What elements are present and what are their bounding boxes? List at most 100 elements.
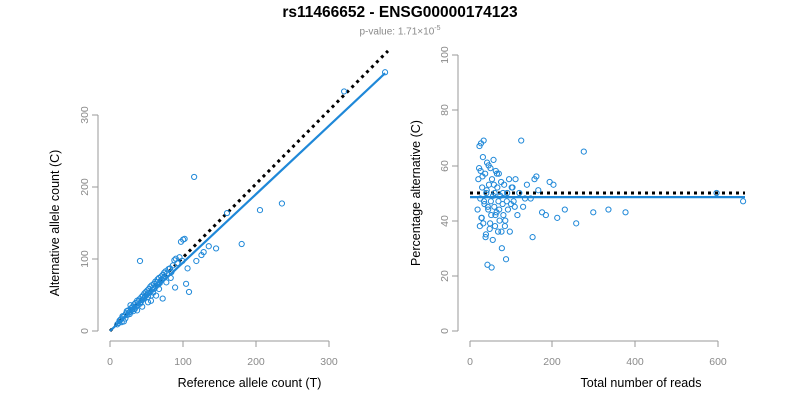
data-point (483, 189, 490, 197)
data-point (580, 148, 587, 155)
data-point (480, 220, 487, 227)
x-tick-label: 200 (247, 356, 265, 368)
data-point (622, 209, 629, 216)
data-point (136, 257, 144, 265)
data-point (159, 295, 166, 302)
data-point (131, 305, 138, 312)
data-point (474, 206, 481, 213)
data-point (542, 211, 549, 219)
p-value-text: p-value: 1.71×10 (359, 26, 435, 38)
data-point (482, 234, 489, 241)
data-point (713, 189, 720, 197)
data-point (193, 257, 200, 265)
data-point (174, 260, 181, 267)
data-point (495, 170, 502, 177)
x-tick-label: 300 (320, 356, 338, 368)
data-point (182, 280, 190, 287)
data-point (185, 288, 193, 296)
chart-title: rs11466652 - ENSG00000174123 (282, 4, 518, 21)
data-point (495, 198, 502, 205)
data-point (256, 207, 264, 214)
y-axis-title: Percentage alternative (C) (409, 120, 423, 266)
chart-panel-1: 0 100 200 300 0 100 200 300 Reference allele cou… (48, 49, 390, 390)
x-tick-label: 400 (626, 356, 644, 368)
data-point (172, 284, 179, 291)
y-tick-label: 80 (439, 104, 451, 116)
data-point (475, 176, 482, 183)
data-point (494, 228, 502, 235)
data-point (490, 156, 497, 163)
data-point (127, 302, 134, 309)
data-point (492, 211, 499, 219)
data-point (144, 299, 152, 306)
data-point (147, 297, 155, 304)
data-point (484, 203, 491, 210)
data-point (238, 240, 245, 248)
p-value-exponent: -5 (434, 25, 441, 32)
data-point (488, 264, 495, 271)
data-point (501, 223, 508, 230)
data-point (554, 214, 561, 221)
data-point (485, 162, 492, 169)
data-point (487, 198, 494, 205)
data-point (504, 206, 512, 213)
x-axis-title: Total number of reads (581, 376, 702, 390)
fit-line (109, 72, 386, 332)
data-point (523, 181, 530, 188)
data-point (502, 256, 510, 263)
data-point (520, 203, 527, 210)
data-point (509, 184, 516, 191)
data-point (152, 292, 160, 299)
data-point (479, 184, 486, 191)
data-point (499, 200, 506, 208)
data-point (496, 206, 503, 213)
data-point (205, 243, 212, 250)
data-point (516, 189, 523, 197)
data-point (491, 203, 498, 210)
data-point (535, 187, 542, 194)
data-point (533, 173, 540, 180)
data-point (482, 231, 490, 238)
data-point (489, 236, 496, 244)
data-point (212, 245, 220, 252)
data-point (381, 69, 389, 76)
data-point (184, 265, 191, 272)
data-point (477, 140, 485, 147)
y-axis-title: Alternative allele count (C) (48, 150, 62, 297)
data-point (163, 279, 170, 286)
data-point (504, 189, 511, 197)
data-point (740, 198, 747, 205)
data-point (511, 203, 518, 210)
y-tick-label: 100 (79, 250, 91, 268)
data-point (550, 181, 557, 188)
data-point (500, 211, 507, 219)
data-point (521, 195, 529, 202)
data-point (486, 225, 493, 232)
data-point (139, 303, 146, 310)
data-point (488, 211, 495, 219)
data-point (605, 206, 612, 213)
data-point (480, 198, 488, 205)
data-point (485, 206, 492, 213)
data-point (476, 165, 483, 172)
data-point (278, 200, 286, 207)
data-point (496, 217, 503, 224)
x-axis-title: Reference allele count (T) (178, 376, 322, 390)
data-point (223, 209, 231, 217)
data-point (514, 211, 521, 219)
data-point (176, 254, 183, 261)
data-point (479, 154, 486, 161)
data-point (529, 234, 536, 241)
data-point (181, 235, 188, 242)
data-point (498, 245, 505, 252)
y-tick-label: 40 (439, 215, 451, 227)
data-point (494, 184, 501, 191)
data-point (590, 209, 597, 216)
data-point (488, 176, 496, 183)
data-point (479, 173, 486, 180)
data-point (483, 187, 490, 194)
x-tick-label: 200 (543, 356, 561, 368)
data-point (512, 176, 519, 183)
data-point (491, 223, 499, 230)
